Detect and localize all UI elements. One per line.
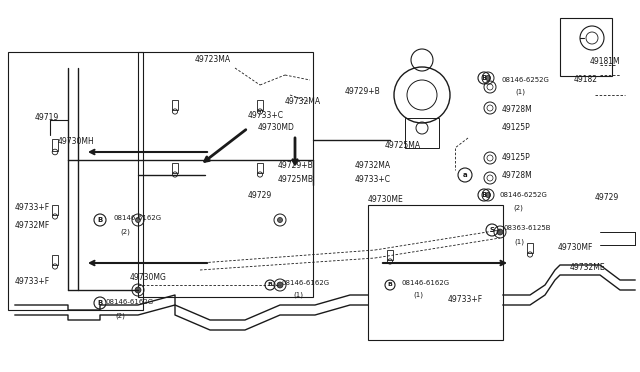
Text: B: B (388, 282, 392, 288)
Text: 49730MD: 49730MD (258, 124, 295, 132)
Text: 08146-6162G: 08146-6162G (113, 215, 161, 221)
Text: (2): (2) (115, 313, 125, 319)
Bar (387, 250, 392, 260)
Text: a: a (463, 172, 467, 178)
Text: 49733+C: 49733+C (355, 176, 391, 185)
Text: 49732MF: 49732MF (15, 221, 51, 230)
Text: 49719: 49719 (35, 113, 60, 122)
Bar (8, 52, 143, 310)
Bar (52, 205, 58, 215)
Text: 08363-6125B: 08363-6125B (503, 225, 550, 231)
Text: 49733+F: 49733+F (15, 278, 50, 286)
Text: 49732MA: 49732MA (355, 160, 391, 170)
Text: S: S (490, 227, 495, 233)
Circle shape (277, 282, 283, 288)
Circle shape (278, 218, 282, 222)
Bar (52, 255, 58, 265)
Text: 08146-6162G: 08146-6162G (282, 280, 330, 286)
Text: (2): (2) (120, 229, 130, 235)
Bar (257, 100, 262, 110)
Text: 49730ME: 49730ME (368, 196, 404, 205)
Text: 08146-6162G: 08146-6162G (105, 299, 153, 305)
Text: 49181M: 49181M (590, 58, 621, 67)
Text: 49732ME: 49732ME (570, 263, 605, 273)
Text: 49729+B: 49729+B (345, 87, 381, 96)
Text: 49730MG: 49730MG (130, 273, 167, 282)
Text: 49733+F: 49733+F (15, 203, 50, 212)
Text: B: B (97, 217, 102, 223)
Text: 08146-6252G: 08146-6252G (500, 192, 548, 198)
Bar (527, 243, 532, 253)
Text: (1): (1) (515, 89, 525, 95)
Text: 49125P: 49125P (502, 122, 531, 131)
Text: 49729: 49729 (248, 190, 272, 199)
Bar (172, 163, 178, 173)
Text: 49725MA: 49725MA (385, 141, 421, 150)
Text: (1): (1) (293, 292, 303, 298)
Circle shape (486, 76, 490, 80)
Text: 49125P: 49125P (502, 154, 531, 163)
Text: B: B (481, 192, 486, 198)
Text: 49182: 49182 (574, 76, 598, 84)
Text: 49729: 49729 (595, 193, 620, 202)
Circle shape (136, 218, 141, 222)
Text: 49733+F: 49733+F (448, 295, 483, 305)
Bar (368, 205, 503, 340)
Text: 49728M: 49728M (502, 106, 532, 115)
Text: 49729+B: 49729+B (278, 160, 314, 170)
Bar (257, 163, 262, 173)
Text: 08146-6162G: 08146-6162G (402, 280, 450, 286)
Text: 49730MH: 49730MH (58, 138, 95, 147)
Text: 49728M: 49728M (502, 170, 532, 180)
Bar (172, 100, 178, 110)
Circle shape (497, 229, 503, 235)
Text: 49723MA: 49723MA (195, 55, 231, 64)
Text: B: B (97, 300, 102, 306)
Circle shape (486, 192, 490, 198)
Text: 49733+C: 49733+C (248, 110, 284, 119)
Bar (138, 52, 313, 297)
Text: 08146-6252G: 08146-6252G (502, 77, 550, 83)
Text: (2): (2) (513, 205, 523, 211)
Text: 49732MA: 49732MA (285, 97, 321, 106)
Bar (405, 118, 439, 148)
Bar (52, 140, 58, 151)
Text: B: B (481, 75, 486, 81)
Text: B: B (268, 282, 273, 288)
Bar (560, 18, 612, 76)
Text: (1): (1) (413, 292, 423, 298)
Text: 49725MB: 49725MB (278, 176, 314, 185)
Circle shape (135, 287, 141, 293)
Text: 49730MF: 49730MF (558, 244, 593, 253)
Text: (1): (1) (514, 239, 524, 245)
